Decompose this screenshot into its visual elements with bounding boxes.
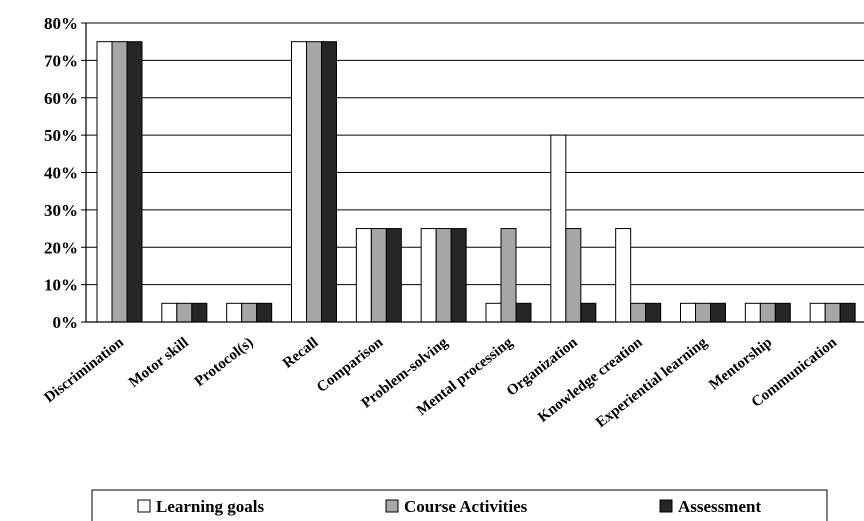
legend-box [91,489,828,521]
bar [306,41,322,323]
bar [321,41,337,323]
y-tick-label: 50% [44,126,78,145]
y-tick-label: 70% [44,51,78,70]
bar [645,302,662,323]
bar [515,302,532,323]
bar [450,228,467,323]
bar [580,302,597,323]
bar [744,302,761,323]
bar [191,302,208,323]
gridlines [86,22,864,323]
y-tick-label: 0% [53,313,79,332]
bar [824,302,841,323]
bar [710,302,726,323]
legend-label: Assessment [678,497,761,516]
bar [680,302,696,323]
bars [96,41,856,323]
y-tick-label: 60% [44,89,78,108]
x-axis-category-labels: Discrimination Motor skill Protocol(s) Reca… [42,334,841,431]
legend-label: Course Activities [404,497,528,516]
bar [291,41,307,323]
bar [111,41,128,323]
bar [485,302,502,323]
y-tick-label: 80% [44,14,78,33]
legend-label: Learning goals [156,497,265,516]
bar [630,302,647,323]
bar [759,302,776,323]
x-category-label: Recall [280,335,321,372]
bar [420,228,437,323]
x-category-label: Motor skill [126,335,192,391]
y-tick-label: 30% [44,201,78,220]
bar [96,41,113,323]
bar [565,228,582,323]
x-category-label: Knowledge creation [535,334,646,426]
bar [774,302,791,323]
axes [85,23,864,323]
bar [355,228,372,323]
legend-swatch [659,499,673,513]
legend-swatch [385,499,399,513]
y-tick-label: 40% [44,164,78,183]
y-tick-label: 20% [44,238,78,257]
legend-swatch [137,499,151,513]
bar [615,228,632,323]
bar [435,228,452,323]
y-axis-ticks: 0% 10% 20% 30% 40% 50% 60% 70% 80% [44,14,86,332]
x-category-label: Experiential learning [593,334,711,431]
bar [226,302,243,323]
bar [176,302,193,323]
x-category-label: Protocol(s) [192,335,257,391]
bar [385,228,402,323]
x-category-label: Discrimination [42,334,128,406]
bar [809,302,826,323]
bar [550,134,567,323]
y-tick-label: 10% [44,276,78,295]
bar [370,228,387,323]
bar [241,302,258,323]
bar [256,302,273,323]
bar [500,228,517,323]
bar [126,41,143,323]
bar [839,302,856,323]
bar [695,302,711,323]
legend: Learning goals Course Activities Assessmen… [91,489,828,521]
bar [161,302,178,323]
